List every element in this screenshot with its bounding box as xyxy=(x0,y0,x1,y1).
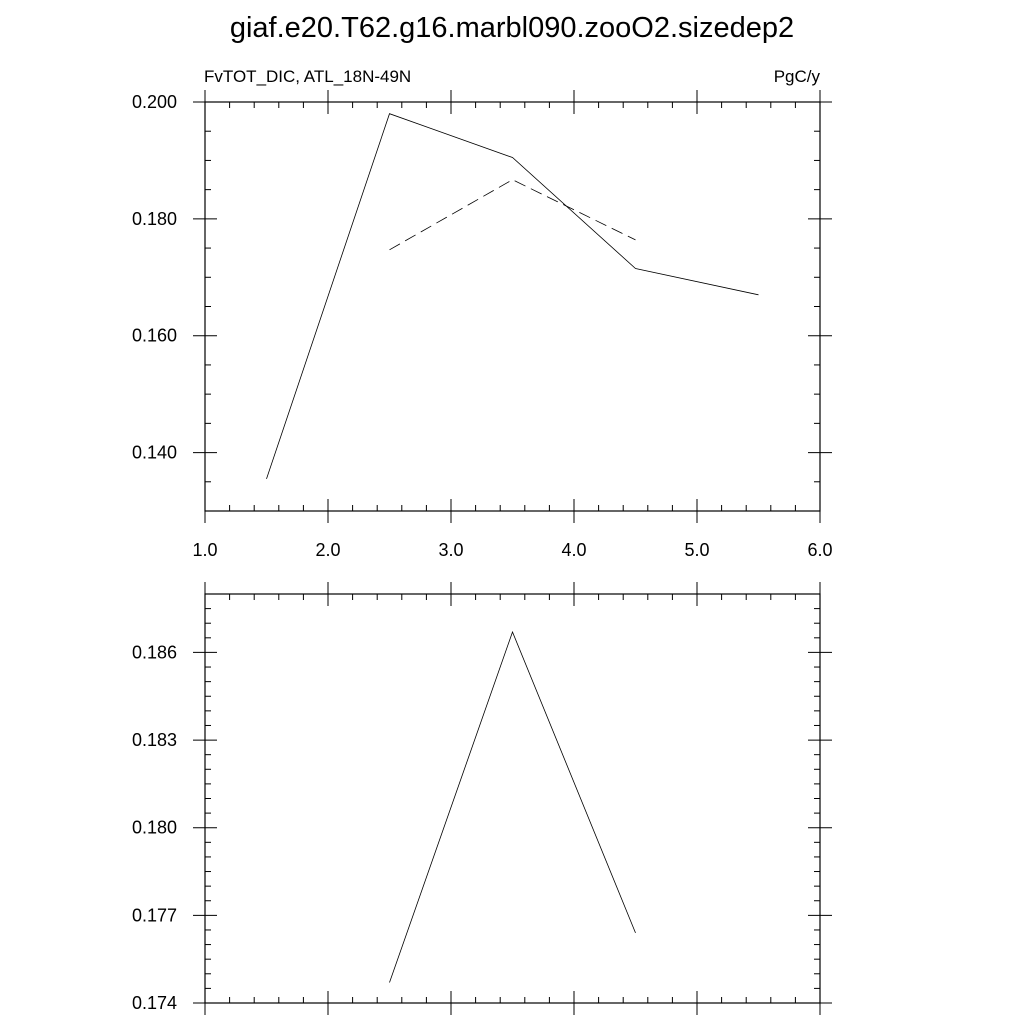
top-panel: 1.0 2.0 3.0 4.0 5.0 6.0 0.140 0.160 0.180 0.200 xyxy=(132,90,833,560)
top-y-tick-label: 0.140 xyxy=(132,443,177,463)
bottom-y-tick-label: 0.180 xyxy=(132,818,177,838)
top-y-tick-label: 0.160 xyxy=(132,326,177,346)
units-label: PgC/y xyxy=(774,67,821,86)
top-y-tick-label: 0.200 xyxy=(132,92,177,112)
top-x-tick-label: 6.0 xyxy=(807,540,832,560)
bottom-panel-frame xyxy=(204,593,821,1004)
bottom-panel: 0.174 0.177 0.180 0.183 0.186 xyxy=(132,582,832,1015)
bottom-y-tick-label: 0.186 xyxy=(132,642,177,662)
top-x-tick-label: 2.0 xyxy=(315,540,340,560)
top-series-solid-line xyxy=(266,113,759,479)
figure-title: giaf.e20.T62.g16.marbl090.zooO2.sizedep2 xyxy=(230,12,794,44)
bottom-y-tick-label: 0.177 xyxy=(132,905,177,925)
top-series-dashed-line xyxy=(389,179,636,251)
top-x-tick-label: 4.0 xyxy=(561,540,586,560)
top-panel-frame xyxy=(204,101,821,512)
variable-region-label: FvTOT_DIC, ATL_18N-49N xyxy=(204,67,411,86)
top-y-tick-label: 0.180 xyxy=(132,209,177,229)
top-x-tick-label: 3.0 xyxy=(438,540,463,560)
bottom-y-tick-label: 0.174 xyxy=(132,993,177,1013)
bottom-y-tick-label: 0.183 xyxy=(132,730,177,750)
top-x-tick-label: 1.0 xyxy=(192,540,217,560)
top-x-tick-label: 5.0 xyxy=(684,540,709,560)
bottom-series-solid-line xyxy=(389,630,636,983)
